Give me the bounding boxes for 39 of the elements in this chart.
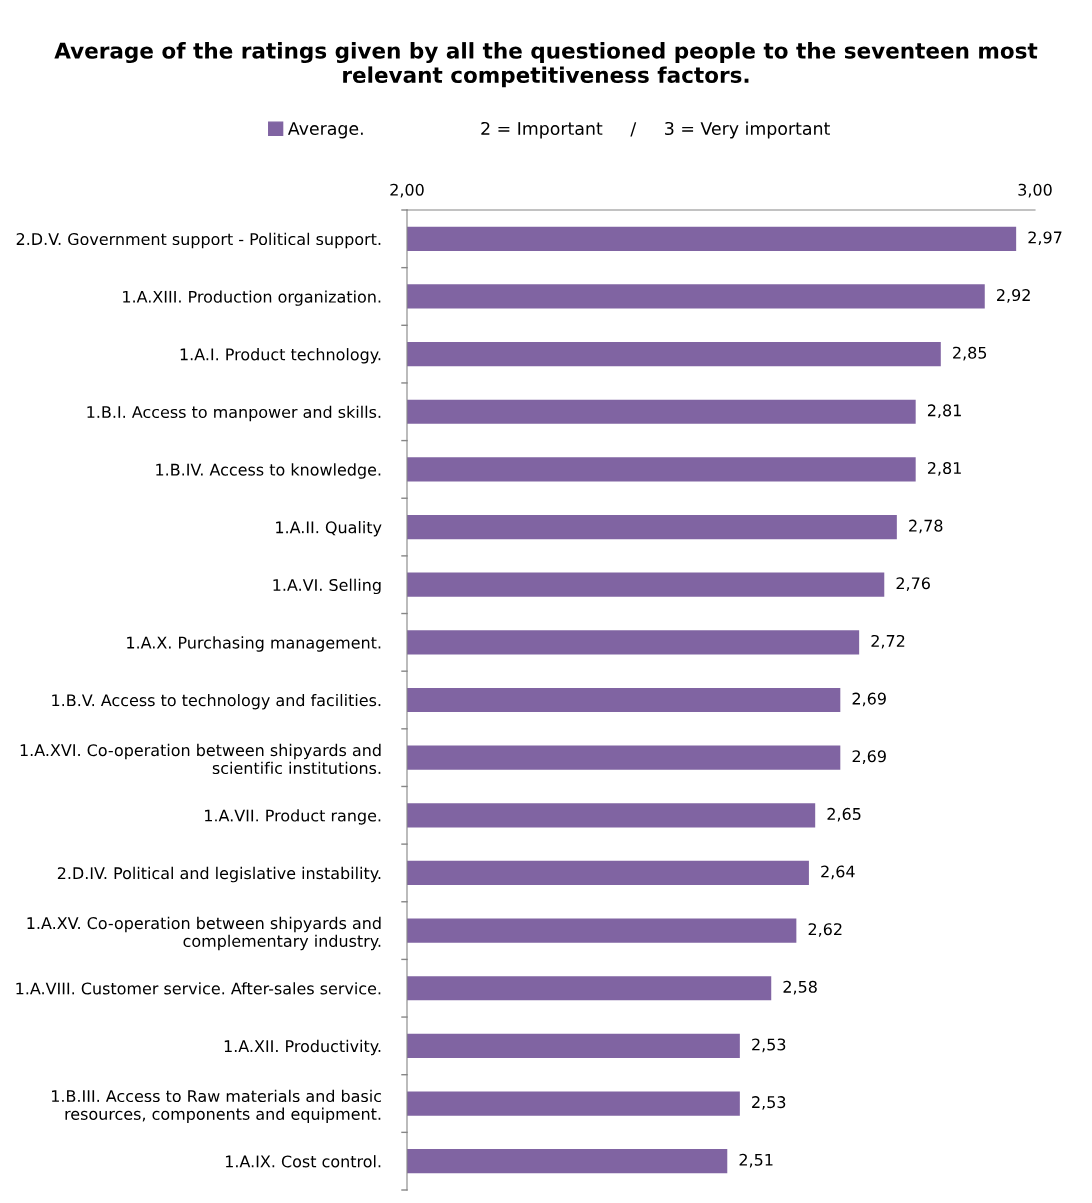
y-tick-label: 2.D.IV. Political and legislative instability. bbox=[57, 866, 381, 883]
data-label: 2,72 bbox=[871, 634, 905, 649]
data-label: 2,97 bbox=[1028, 231, 1062, 246]
data-label: 2,51 bbox=[739, 1153, 773, 1168]
y-tick-label: 1.A.I. Product technology. bbox=[180, 348, 381, 364]
y-tick-label: 1.A.XIII. Production organization. bbox=[123, 290, 381, 306]
legend-label: Average. bbox=[287, 122, 363, 139]
x-tick-label: 3,00 bbox=[1018, 183, 1052, 198]
y-tick-label: 1.B.IV. Access to knowledge. bbox=[156, 463, 381, 479]
data-label: 2,53 bbox=[752, 1038, 786, 1053]
y-tick-label: 1.A.XVI. Co-operation between shipyards and scientific institutions. bbox=[20, 743, 381, 775]
y-tick-label: 1.A.IX. Cost control. bbox=[225, 1155, 381, 1168]
y-tick-label: 2.D.V. Government support - Political support. bbox=[16, 232, 381, 249]
y-tick-label: 1.B.I. Access to manpower and skills. bbox=[87, 405, 381, 422]
y-tick-label: 1.A.VII. Product range. bbox=[205, 809, 381, 825]
data-label: 2,58 bbox=[783, 980, 817, 995]
data-label: 2,81 bbox=[927, 461, 961, 476]
data-label: 2,69 bbox=[852, 750, 886, 764]
y-tick-label: 1.A.VI. Selling bbox=[273, 578, 381, 595]
text: 2 = Important / 3 = Very important bbox=[481, 121, 830, 139]
data-label: 2,81 bbox=[927, 404, 961, 419]
x-tick-label: 2,00 bbox=[390, 183, 424, 198]
data-label: 2,64 bbox=[821, 865, 855, 880]
data-label: 2,53 bbox=[752, 1096, 786, 1110]
y-tick-label: 1.B.III. Access to Raw materials and basic resources, components and equipment. bbox=[52, 1089, 382, 1124]
data-label: 2,65 bbox=[827, 807, 861, 822]
data-label: 2,78 bbox=[909, 519, 943, 534]
data-label: 2,69 bbox=[852, 692, 886, 707]
data-label: 2,92 bbox=[997, 289, 1030, 303]
y-tick-label: 1.A.XV. Co-operation between shipyards and complementary industry. bbox=[27, 916, 381, 951]
y-tick-label: 1.A.II. Quality bbox=[276, 520, 382, 537]
data-label: 2,85 bbox=[953, 346, 987, 361]
y-tick-label: 1.A.XII. Productivity. bbox=[224, 1039, 381, 1056]
y-tick-label: 1.A.X. Purchasing management. bbox=[127, 636, 381, 652]
chart-title: Average of the ratings given by all the questioned people to the seventeen most relevant competitiveness factors. bbox=[54, 42, 1038, 88]
y-tick-label: 1.A.VIII. Customer service. After-sales service. bbox=[16, 982, 381, 995]
data-label: 2,76 bbox=[896, 577, 930, 591]
y-tick-label: 1.B.V. Access to technology and facilities. bbox=[52, 693, 381, 710]
data-label: 2,62 bbox=[808, 923, 842, 937]
